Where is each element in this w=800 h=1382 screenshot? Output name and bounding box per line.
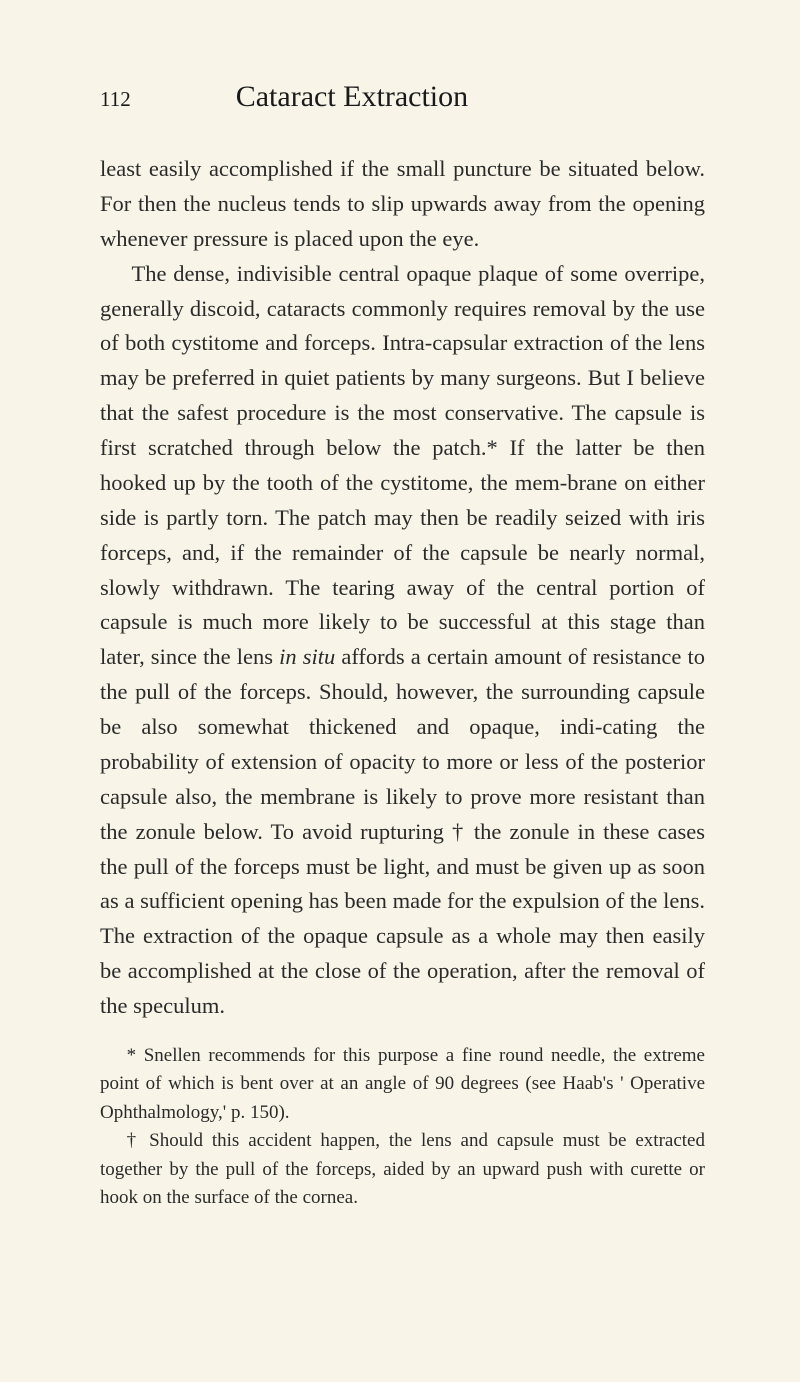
body-text-block: least easily accomplished if the small p…	[100, 152, 705, 1024]
paragraph-1: least easily accomplished if the small p…	[100, 152, 705, 257]
paragraph-2-italic: in situ	[279, 644, 335, 669]
paragraph-2: The dense, indivisible central opaque pl…	[100, 257, 705, 1024]
paragraph-2-start: The dense, indivisible central opaque pl…	[100, 261, 705, 670]
footnote-2: † Should this accident happen, the lens …	[100, 1127, 705, 1213]
footnote-1: * Snellen recommends for this purpose a …	[100, 1042, 705, 1128]
page-number: 112	[100, 87, 131, 112]
chapter-title: Cataract Extraction	[236, 80, 468, 114]
footnotes-block: * Snellen recommends for this purpose a …	[100, 1042, 705, 1213]
paragraph-2-end: affords a certain amount of resistance t…	[100, 644, 705, 1018]
page-header: 112 Cataract Extraction	[100, 80, 705, 114]
